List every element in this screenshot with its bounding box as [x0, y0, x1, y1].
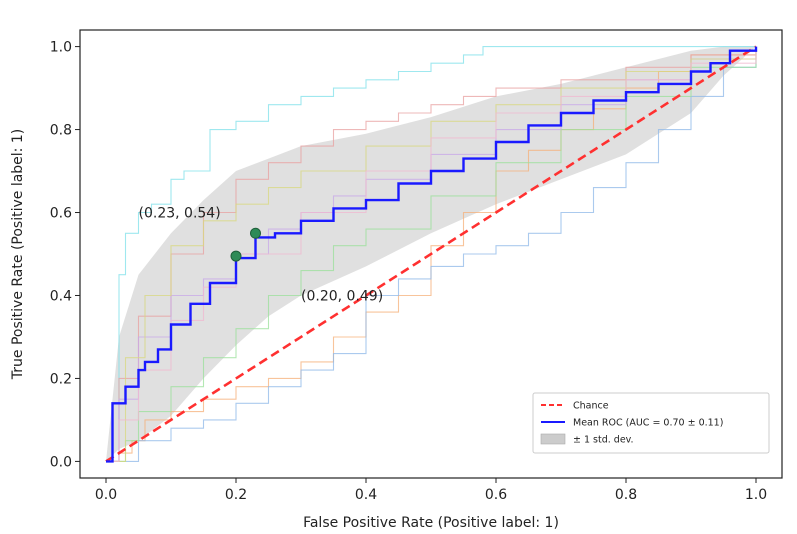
points-layer [230, 227, 261, 262]
y-axis-ticks: 0.0 0.2 0.4 0.6 0.8 1.0 [50, 40, 80, 470]
x-tick-label: 0.8 [615, 487, 637, 503]
y-tick-label: 0.4 [50, 288, 72, 304]
fold-roc-curve-1 [106, 46, 756, 462]
legend-swatch-std-band [540, 433, 566, 445]
x-tick-label: 0.0 [95, 487, 117, 503]
x-tick-label: 0.2 [225, 487, 247, 503]
chance-line [105, 45, 757, 463]
point-annotation: (0.20, 0.49) [301, 288, 383, 304]
fold-roc-curve-3 [106, 46, 757, 462]
y-tick-label: 0.6 [50, 206, 72, 222]
y-tick-label: 0.0 [50, 454, 72, 470]
point-annotation: (0.23, 0.54) [139, 206, 221, 222]
x-axis-label: False Positive Rate (Positive label: 1) [303, 515, 559, 531]
fold-roc-curve-8 [106, 46, 757, 462]
legend-label-mean-roc: Mean ROC (AUC = 0.70 ± 0.11) [573, 418, 723, 429]
chance-line-layer [105, 45, 757, 463]
x-axis-ticks: 0.0 0.2 0.4 0.6 0.8 1.0 [95, 478, 767, 503]
y-tick-label: 1.0 [50, 40, 72, 56]
y-tick-label: 0.2 [50, 371, 72, 387]
operating-point-2 [230, 250, 242, 262]
x-tick-label: 1.0 [745, 487, 767, 503]
x-tick-label: 0.6 [485, 487, 507, 503]
legend: Chance Mean ROC (AUC = 0.70 ± 0.11) ± 1 … [532, 392, 770, 454]
axes-frame [79, 29, 783, 479]
legend-box [532, 392, 770, 454]
mean-roc-curve [106, 46, 758, 463]
mean-roc-layer [106, 46, 758, 463]
operating-point-1 [250, 227, 261, 239]
legend-label-std-band: ± 1 std. dev. [573, 435, 634, 446]
y-axis-label: True Positive Rate (Positive label: 1) [10, 129, 26, 380]
plot-area [79, 29, 783, 479]
legend-label-chance: Chance [573, 401, 609, 412]
y-tick-label: 0.8 [50, 123, 72, 139]
x-tick-label: 0.4 [355, 487, 377, 503]
